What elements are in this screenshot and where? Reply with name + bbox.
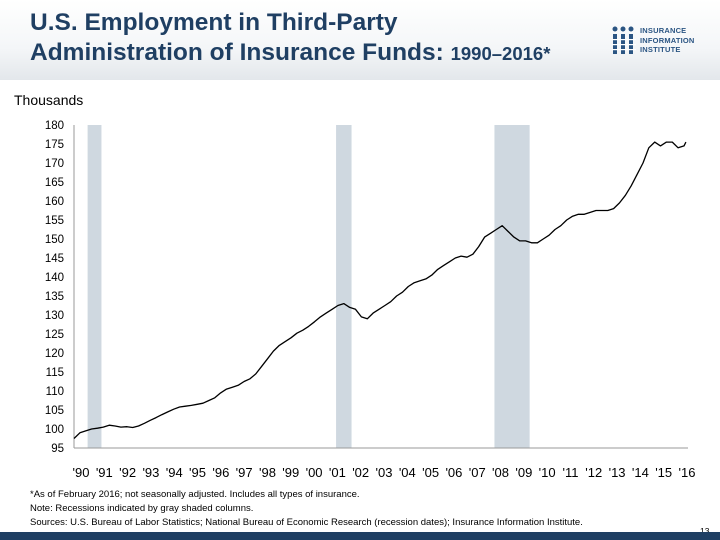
x-tick-label: '95 xyxy=(189,465,206,480)
page-title: U.S. Employment in Third-Party Administr… xyxy=(30,8,550,69)
logo-line-1: INSURANCE xyxy=(640,26,687,35)
x-tick-label: '16 xyxy=(679,465,696,480)
header-band xyxy=(0,0,720,80)
x-tick-label: '02 xyxy=(352,465,369,480)
title-line-2-text: Administration of Insurance Funds: xyxy=(30,39,451,66)
y-tick-label: 160 xyxy=(45,196,64,208)
y-tick-label: 145 xyxy=(45,253,64,265)
page-number: 13 xyxy=(700,526,710,536)
x-tick-label: '00 xyxy=(306,465,323,480)
x-tick-label: '12 xyxy=(585,465,602,480)
y-tick-label: 180 xyxy=(45,120,64,132)
x-tick-label: '91 xyxy=(96,465,113,480)
x-tick-label: '10 xyxy=(539,465,556,480)
recession-band-1 xyxy=(87,125,102,448)
title-line-2: Administration of Insurance Funds: 1990–… xyxy=(30,38,550,69)
x-tick-label: '98 xyxy=(259,465,276,480)
x-tick-label: '96 xyxy=(212,465,229,480)
y-tick-label: 105 xyxy=(45,405,64,417)
employment-line-chart: 180 175 170 165 160 155 150 145 140 135 130 125 120 1… xyxy=(45,120,696,480)
iii-logo: INSURANCE INFORMATION INSTITUTE xyxy=(612,23,712,63)
x-tick-label: '05 xyxy=(422,465,439,480)
logo-line-3: INSTITUTE xyxy=(640,45,681,54)
y-tick-label: 140 xyxy=(45,272,64,284)
y-tick-label: 125 xyxy=(45,329,64,341)
x-tick-label: '06 xyxy=(445,465,462,480)
iii-logo-icon xyxy=(612,26,636,54)
y-tick-label: 130 xyxy=(45,310,64,322)
series-line-1 xyxy=(73,141,687,439)
y-tick-label: 170 xyxy=(45,158,64,170)
y-tick-label: 115 xyxy=(46,367,64,379)
recession-band-3 xyxy=(494,125,530,448)
y-tick-label: 175 xyxy=(45,139,64,151)
y-tick-label: 135 xyxy=(45,291,64,303)
y-axis-unit-label: Thousands xyxy=(14,92,84,108)
x-tick-label: '04 xyxy=(399,465,416,480)
x-tick-label: '13 xyxy=(609,465,626,480)
x-tick-label: '97 xyxy=(236,465,253,480)
y-tick-label: 150 xyxy=(45,234,64,246)
y-tick-label: 165 xyxy=(45,177,64,189)
bottom-band xyxy=(0,532,720,540)
title-years: 1990–2016* xyxy=(450,43,551,64)
y-tick-label: 95 xyxy=(51,443,64,455)
x-tick-label: '94 xyxy=(166,465,183,480)
y-tick-label: 100 xyxy=(45,424,64,436)
y-tick-label: 110 xyxy=(46,386,64,398)
y-tick-label: 120 xyxy=(45,348,64,360)
x-tick-label: '03 xyxy=(376,465,393,480)
x-tick-label: '93 xyxy=(142,465,159,480)
footnote-sources: Sources: U.S. Bureau of Labor Statistics… xyxy=(30,517,583,528)
x-tick-label: '08 xyxy=(492,465,509,480)
x-tick-label: '14 xyxy=(632,465,649,480)
footnote-recessions: Note: Recessions indicated by gray shade… xyxy=(30,503,254,514)
x-tick-label: '07 xyxy=(469,465,486,480)
footnote-asterisk: *As of February 2016; not seasonally adj… xyxy=(30,489,360,500)
x-tick-label: '99 xyxy=(282,465,299,480)
y-tick-label: 155 xyxy=(45,215,64,227)
x-tick-label: '15 xyxy=(655,465,672,480)
x-tick-label: '92 xyxy=(119,465,136,480)
x-tick-label: '01 xyxy=(329,465,346,480)
title-line-1: U.S. Employment in Third-Party xyxy=(30,9,398,36)
logo-line-2: INFORMATION xyxy=(640,35,695,45)
recession-band-2 xyxy=(336,125,352,448)
logo-text: INSURANCE INFORMATION INSTITUTE xyxy=(640,26,695,55)
x-tick-label: '90 xyxy=(73,465,90,480)
x-tick-label: '11 xyxy=(562,465,578,480)
x-tick-label: '09 xyxy=(515,465,532,480)
